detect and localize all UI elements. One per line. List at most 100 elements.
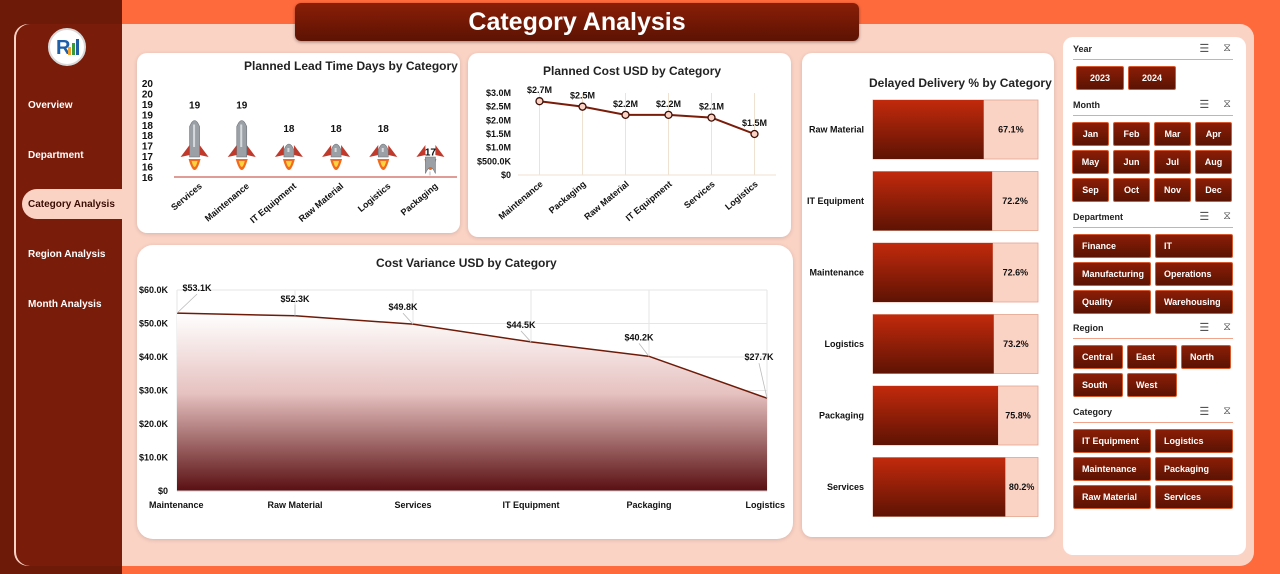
slicer-item-month[interactable]: Aug [1195, 150, 1232, 174]
data-label: $44.5K [506, 320, 536, 330]
rocket-fin [341, 145, 351, 157]
rocket-highlight [193, 124, 196, 147]
rocket-flame-core [191, 161, 198, 167]
data-label: $49.8K [388, 302, 418, 312]
slicer-item-department[interactable]: Quality [1073, 290, 1151, 314]
slicer-header-region: Region ☰ ⧖ [1073, 321, 1233, 339]
slicer-item-month[interactable]: Jan [1072, 122, 1109, 146]
slicer-icons: ☰ ⧖ [1199, 405, 1231, 418]
rocket-fin [369, 145, 379, 157]
slicer-item-category[interactable]: Services [1155, 485, 1233, 509]
data-label: 17 [425, 148, 437, 159]
area-fill [177, 313, 767, 491]
leader-line [520, 330, 532, 343]
slicer-item-month[interactable]: Jul [1154, 150, 1191, 174]
data-label: 18 [378, 124, 390, 135]
y-tick-label: 18 [142, 131, 154, 142]
slicer-item-month[interactable]: Oct [1113, 178, 1150, 202]
slicer-item-month[interactable]: Feb [1113, 122, 1150, 146]
slicer-item-region[interactable]: South [1073, 373, 1123, 397]
slicer-item-department[interactable]: Warehousing [1155, 290, 1233, 314]
multi-select-icon[interactable]: ☰ [1199, 406, 1210, 418]
nav-region-analysis[interactable]: Region Analysis [28, 248, 106, 260]
nav-overview[interactable]: Overview [28, 99, 73, 111]
slicer-item-region[interactable]: Central [1073, 345, 1123, 369]
planned-cost-chart-card: Planned Cost USD by Category $3.0M $2.5M $… [468, 53, 791, 237]
slicer-item-department[interactable]: Finance [1073, 234, 1151, 258]
slicer-title: Year [1073, 44, 1093, 54]
clear-filter-icon[interactable]: ⧖ [1223, 98, 1231, 110]
bar [873, 386, 999, 445]
slicer-item-month[interactable]: May [1072, 150, 1109, 174]
data-point [621, 110, 630, 120]
x-tick-label: IT Equipment [248, 181, 298, 225]
slicer-item-region[interactable]: West [1127, 373, 1177, 397]
x-tick-label: Maintenance [497, 179, 545, 222]
series-line [539, 100, 755, 135]
slicer-item-department[interactable]: Manufacturing [1073, 262, 1151, 286]
rocket-highlight [287, 148, 290, 152]
y-tick-label: $500.0K [477, 156, 512, 166]
slicer-item-month[interactable]: Mar [1154, 122, 1191, 146]
slicer-item-year[interactable]: 2023 [1076, 66, 1124, 90]
x-tick-label: IT Equipment [624, 179, 674, 223]
data-label: $52.3K [280, 294, 310, 304]
y-tick-label: $10.0K [139, 453, 169, 463]
cost-variance-chart: $60.0K $50.0K $40.0K $30.0K $20.0K $10.0K $0 Ma… [139, 283, 785, 510]
clear-filter-icon[interactable]: ⧖ [1223, 405, 1231, 417]
slicer-item-month[interactable]: Apr [1195, 122, 1232, 146]
slicer-item-month[interactable]: Nov [1154, 178, 1191, 202]
leader-line [758, 363, 768, 399]
data-label: 19 [189, 101, 201, 112]
data-label: $2.5M [570, 91, 595, 101]
y-tick-label: 20 [142, 89, 154, 100]
multi-select-icon[interactable]: ☰ [1199, 99, 1210, 111]
data-label: 18 [331, 124, 343, 135]
multi-select-icon[interactable]: ☰ [1199, 322, 1210, 334]
slicer-icons: ☰ ⧖ [1199, 42, 1231, 55]
slicer-item-year[interactable]: 2024 [1128, 66, 1176, 90]
x-tick-label: Services [169, 181, 204, 212]
slicer-item-category[interactable]: Maintenance [1073, 457, 1151, 481]
slicer-item-region[interactable]: East [1127, 345, 1177, 369]
slicer-item-region[interactable]: North [1181, 345, 1231, 369]
clear-filter-icon[interactable]: ⧖ [1223, 42, 1231, 54]
rocket-highlight [381, 148, 384, 152]
slicer-item-department[interactable]: Operations [1155, 262, 1233, 286]
rocket-fin [435, 145, 445, 157]
slicer-item-month[interactable]: Dec [1195, 178, 1232, 202]
clear-filter-icon[interactable]: ⧖ [1223, 321, 1231, 333]
rocket-fin [274, 145, 284, 157]
data-label: $53.1K [182, 283, 212, 293]
clear-filter-icon[interactable]: ⧖ [1223, 210, 1231, 222]
y-tick-label: $40.0K [139, 352, 169, 362]
slicer-item-department[interactable]: IT [1155, 234, 1233, 258]
slicer-item-month[interactable]: Jun [1113, 150, 1150, 174]
slicer-item-category[interactable]: Raw Material [1073, 485, 1151, 509]
x-tick-label: Raw Material [267, 500, 322, 510]
rocket-flame-core [285, 161, 292, 167]
data-label: 18 [283, 124, 295, 135]
slicer-title: Region [1073, 323, 1104, 333]
rocket-bar [227, 120, 256, 170]
y-tick-label: Maintenance [809, 268, 864, 278]
slicer-item-category[interactable]: Packaging [1155, 457, 1233, 481]
y-tick-label: Services [827, 482, 864, 492]
slicer-title: Month [1073, 100, 1100, 110]
multi-select-icon[interactable]: ☰ [1199, 211, 1210, 223]
rocket-flame-core [380, 161, 387, 167]
delayed-delivery-chart-card: Delayed Delivery % by Category Raw Mater… [802, 53, 1054, 537]
x-tick-label: Packaging [399, 181, 440, 218]
slicer-item-category[interactable]: IT Equipment [1073, 429, 1151, 453]
multi-select-icon[interactable]: ☰ [1199, 43, 1210, 55]
x-tick-label: Packaging [626, 500, 671, 510]
nav-category-analysis[interactable]: Category Analysis [22, 189, 128, 219]
y-tick-label: $50.0K [139, 319, 169, 329]
data-point [707, 113, 716, 122]
slicer-item-month[interactable]: Sep [1072, 178, 1109, 202]
nav-month-analysis[interactable]: Month Analysis [28, 298, 102, 310]
slicer-item-category[interactable]: Logistics [1155, 429, 1233, 453]
x-tick-label: Logistics [356, 181, 393, 214]
rocket-fin [322, 145, 332, 157]
nav-department[interactable]: Department [28, 149, 84, 161]
